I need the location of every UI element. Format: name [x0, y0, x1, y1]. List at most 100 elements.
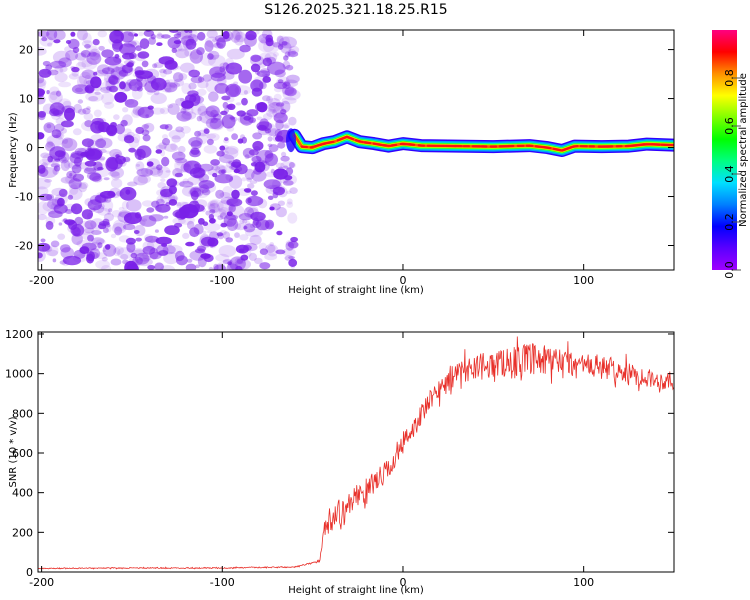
noise-speckle — [216, 262, 226, 270]
noise-speckle — [275, 162, 285, 169]
noise-speckle — [114, 246, 124, 255]
noise-speckle — [113, 30, 122, 38]
noise-speckle — [220, 110, 228, 116]
noise-speckle — [190, 140, 202, 150]
noise-speckle — [111, 210, 122, 218]
noise-speckle — [38, 252, 43, 259]
noise-speckle — [194, 199, 208, 209]
noise-speckle — [246, 177, 253, 182]
noise-speckle — [163, 252, 179, 265]
noise-speckle — [267, 143, 273, 147]
noise-speckle — [287, 241, 299, 249]
noise-speckle — [106, 125, 117, 135]
noise-speckle — [216, 43, 222, 48]
noise-speckle — [138, 219, 146, 226]
noise-speckle — [259, 262, 271, 270]
noise-speckle — [197, 244, 207, 252]
noise-speckle — [215, 253, 230, 262]
noise-speckle — [218, 169, 226, 175]
noise-speckle — [287, 49, 297, 56]
noise-speckle — [227, 103, 236, 111]
noise-speckle — [207, 237, 219, 247]
noise-speckle — [105, 244, 111, 250]
noise-speckle — [223, 213, 237, 227]
noise-speckle — [110, 122, 117, 128]
noise-speckle — [123, 135, 135, 144]
carrier-peak — [633, 143, 646, 147]
carrier-peak — [561, 146, 573, 152]
noise-speckle — [92, 38, 100, 46]
noise-speckle — [69, 184, 79, 195]
noise-speckle — [149, 76, 157, 86]
noise-speckle — [60, 159, 71, 172]
noise-speckle — [281, 151, 287, 157]
noise-speckle — [81, 40, 93, 47]
figure-title: S126.2025.321.18.25.R15 — [264, 2, 447, 18]
noise-speckle — [84, 227, 95, 234]
noise-speckle — [180, 113, 191, 121]
noise-speckle — [138, 254, 151, 262]
noise-speckle — [70, 182, 82, 190]
noise-speckle — [267, 136, 273, 142]
noise-speckle — [201, 188, 211, 196]
noise-speckle — [205, 36, 220, 48]
noise-speckle — [95, 239, 106, 245]
noise-speckle — [138, 155, 142, 160]
spectrogram-y-tick-label: 10 — [19, 93, 33, 106]
noise-speckle — [60, 247, 75, 259]
noise-speckle — [277, 187, 288, 198]
noise-speckle — [244, 154, 250, 160]
noise-speckle — [132, 72, 144, 78]
noise-speckle — [266, 56, 277, 65]
noise-speckle — [223, 108, 230, 113]
noise-speckle — [209, 209, 216, 214]
noise-speckle — [46, 30, 58, 41]
noise-speckle — [164, 57, 175, 67]
noise-speckle — [139, 38, 150, 50]
noise-speckle — [41, 70, 50, 75]
noise-speckle — [80, 50, 91, 58]
noise-speckle — [278, 43, 284, 50]
noise-speckle — [202, 221, 209, 226]
noise-speckle — [285, 64, 294, 71]
noise-speckle — [171, 47, 177, 54]
noise-speckle — [245, 30, 257, 41]
noise-speckle — [95, 69, 109, 77]
noise-speckle — [97, 64, 110, 75]
noise-speckle — [255, 215, 264, 222]
spectrogram-x-axis-label: Height of straight line (km) — [288, 285, 424, 296]
noise-speckle — [108, 187, 122, 199]
noise-speckle — [280, 161, 296, 170]
noise-speckle — [288, 256, 295, 260]
noise-speckle — [78, 181, 89, 190]
noise-speckle — [196, 88, 207, 96]
noise-speckle — [180, 107, 187, 114]
noise-speckle — [247, 183, 255, 189]
noise-speckle — [53, 165, 61, 172]
noise-speckle — [251, 120, 256, 124]
noise-speckle — [38, 164, 46, 174]
noise-speckle — [84, 160, 97, 167]
noise-speckle — [184, 49, 193, 57]
noise-speckle — [57, 233, 66, 240]
noise-speckle — [163, 215, 169, 219]
noise-speckle — [119, 186, 137, 201]
noise-speckle — [285, 239, 296, 247]
snr-y-tick-label: 200 — [12, 526, 33, 539]
noise-speckle — [171, 151, 186, 161]
noise-speckle — [290, 264, 295, 269]
noise-speckle — [52, 109, 63, 117]
noise-speckle — [85, 91, 104, 102]
noise-speckle — [114, 91, 128, 103]
noise-speckle — [53, 134, 59, 138]
noise-speckle — [142, 123, 150, 129]
noise-speckle — [188, 30, 193, 34]
noise-speckle — [47, 245, 59, 257]
noise-speckle — [111, 171, 120, 181]
noise-speckle — [64, 203, 77, 212]
noise-speckle — [284, 51, 291, 58]
noise-speckle — [266, 244, 279, 257]
noise-speckle — [222, 186, 234, 199]
noise-speckle — [263, 40, 280, 54]
noise-speckle — [171, 135, 181, 143]
